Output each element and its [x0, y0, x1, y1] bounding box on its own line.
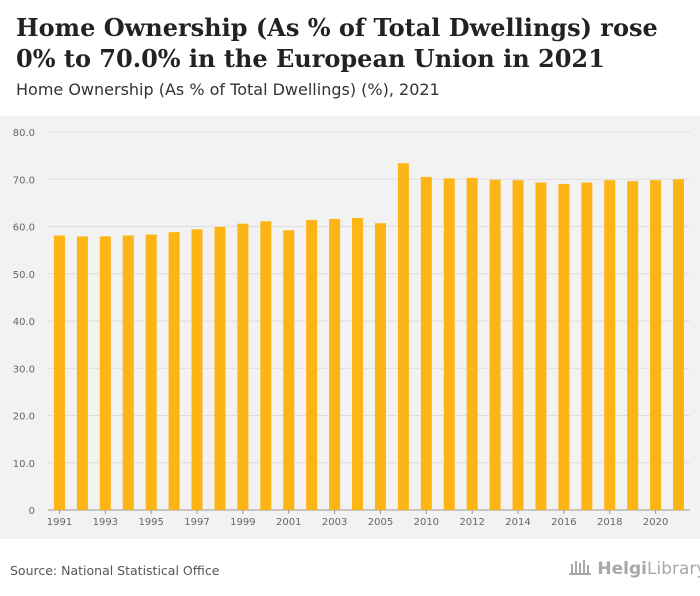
- chart-subtitle: Home Ownership (As % of Total Dwellings)…: [16, 80, 440, 99]
- y-tick-label: 80.0: [13, 128, 35, 139]
- x-tick-label: 2012: [459, 517, 484, 528]
- x-tick-label: 2001: [276, 517, 301, 528]
- bar: [650, 180, 662, 510]
- bar: [581, 182, 593, 510]
- bar: [53, 235, 65, 510]
- y-tick-label: 60.0: [13, 223, 35, 234]
- bar: [627, 181, 639, 510]
- bar: [352, 217, 364, 510]
- bar: [306, 219, 318, 510]
- chart-title: Home Ownership (As % of Total Dwellings)…: [16, 13, 658, 73]
- bar: [397, 163, 409, 510]
- library-building-icon: [569, 560, 591, 575]
- y-tick-label: 70.0: [13, 175, 35, 186]
- x-tick-label: 1997: [184, 517, 209, 528]
- x-tick-label: 2014: [505, 517, 530, 528]
- y-tick-label: 10.0: [13, 459, 35, 470]
- source-note: Source: National Statistical Office: [10, 563, 220, 578]
- x-tick-label: 1995: [138, 517, 163, 528]
- logo-part-helgi: Helgi: [597, 559, 647, 579]
- logo-part-library: Library: [647, 559, 700, 579]
- helgi-library-logo: HelgiLibrary: [568, 558, 700, 579]
- bar: [466, 177, 478, 510]
- bar: [191, 229, 203, 510]
- bar: [329, 218, 341, 510]
- y-tick-label: 50.0: [13, 270, 35, 281]
- y-tick-label: 0: [29, 506, 35, 517]
- x-tick-label: 2016: [551, 517, 576, 528]
- bar: [535, 182, 547, 510]
- bar: [604, 180, 616, 510]
- y-tick-label: 20.0: [13, 412, 35, 423]
- x-tick-label: 2018: [597, 517, 622, 528]
- x-tick-label: 2010: [414, 517, 439, 528]
- bar: [260, 221, 272, 510]
- bar: [420, 176, 432, 510]
- bar: [283, 230, 295, 510]
- bar: [673, 179, 685, 510]
- x-tick-label: 1991: [47, 517, 72, 528]
- x-tick-label: 2020: [643, 517, 668, 528]
- bar: [214, 226, 226, 510]
- bar: [558, 183, 570, 510]
- bar: [443, 178, 455, 510]
- x-tick-label: 1993: [93, 517, 118, 528]
- bar: [374, 223, 386, 510]
- bar: [489, 179, 501, 510]
- x-tick-label: 1999: [230, 517, 255, 528]
- bar: [512, 180, 524, 510]
- bar: [168, 232, 180, 511]
- bar: [237, 223, 249, 510]
- bar: [76, 236, 88, 511]
- bar: [99, 236, 111, 511]
- bar-chart: 0 10.0 20.0 30.0 40.0 50.0 60.0 70.0 80.0 1991 199…: [13, 128, 690, 528]
- x-tick-label: 2003: [322, 517, 347, 528]
- bar: [122, 235, 134, 510]
- y-tick-label: 40.0: [13, 317, 35, 328]
- bar: [145, 234, 157, 510]
- x-tick-label: 2005: [368, 517, 393, 528]
- y-tick-label: 30.0: [13, 364, 35, 375]
